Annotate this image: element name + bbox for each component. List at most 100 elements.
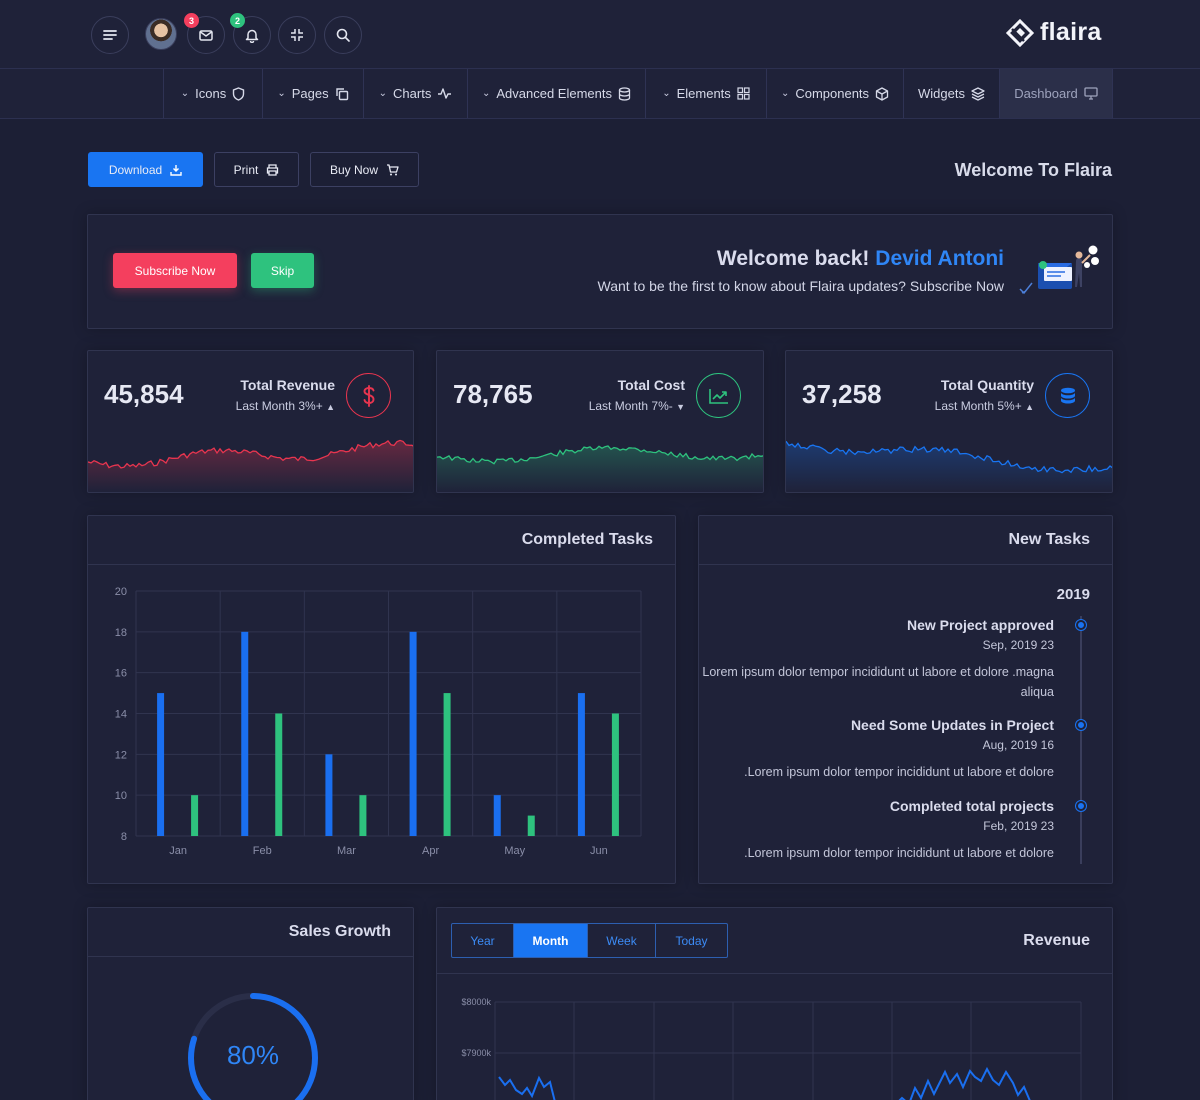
notifications-button[interactable]: 2 [230, 13, 271, 54]
print-label: Print [233, 162, 259, 177]
timeline-line [1080, 616, 1082, 864]
caret-down-icon: ▼ [676, 402, 685, 412]
page-title: Welcome To Flaira [954, 160, 1112, 180]
timeline-year: 2019 [1056, 586, 1090, 603]
nav-item-label: Advanced Elements [496, 86, 612, 101]
subscribe-button[interactable]: Subscribe Now [113, 253, 237, 288]
nav-item-label: Elements [676, 86, 731, 101]
bar[interactable] [527, 815, 535, 836]
stat-card-cost: 78,765 Total Cost Last Month 7%- ▼ [436, 350, 764, 493]
bar[interactable] [191, 795, 199, 836]
cart-icon [387, 163, 399, 175]
bar[interactable] [241, 631, 249, 836]
card-header: Year Month Week Today Revenue [437, 908, 1112, 974]
nav-item-icons[interactable]: ⌄ Icons [163, 69, 262, 118]
stat-card-revenue: 45,854 Total Revenue Last Month 3%+ ▲ [87, 350, 414, 493]
nav-item-dashboard[interactable]: Dashboard [999, 69, 1113, 118]
nav-item-widgets[interactable]: Widgets [903, 69, 999, 118]
minimize-icon [291, 29, 303, 41]
skip-button[interactable]: Skip [251, 253, 314, 288]
revenue-line-left [498, 1075, 556, 1100]
timeline-item-title: New Project approved [906, 617, 1054, 633]
grid-icon [737, 87, 750, 100]
download-icon [170, 164, 182, 176]
tab-today[interactable]: Today [675, 933, 708, 948]
printer-icon [267, 163, 279, 176]
layers-icon [971, 86, 985, 101]
bar[interactable] [611, 713, 619, 837]
bar[interactable] [157, 693, 165, 836]
y-tick-label: 12 [115, 749, 127, 761]
nav-item-pages[interactable]: ⌄ Pages [262, 69, 363, 118]
stat-icon-badge [1045, 373, 1090, 418]
bar[interactable] [275, 713, 283, 837]
buy-now-button[interactable]: Buy Now [310, 152, 419, 187]
bar[interactable] [325, 754, 333, 836]
chevron-down-icon: ⌄ [780, 88, 790, 99]
chevron-down-icon: ⌄ [662, 88, 671, 99]
stat-value: 45,854 [104, 379, 184, 409]
stat-subtitle: Last Month 3%+ ▲ [236, 399, 335, 413]
y-tick-label: 14 [115, 709, 127, 721]
timeline-item-date: Feb, 2019 23 [983, 819, 1054, 833]
bar[interactable] [443, 693, 451, 836]
timeline-item-date: Sep, 2019 23 [982, 638, 1054, 652]
y-tick-label: $8000k [461, 997, 491, 1007]
avatar[interactable] [145, 18, 177, 50]
revenue-card: Year Month Week Today Revenue $8000k $79… [436, 907, 1113, 1100]
x-tick-label: Feb [253, 845, 272, 857]
cost-sparkline [437, 445, 763, 492]
card-title: Completed Tasks [521, 531, 653, 548]
quantity-sparkline [786, 440, 1112, 492]
stat-subtitle-text: Last Month 7%- [588, 399, 673, 413]
bell-icon [245, 29, 259, 43]
bar[interactable] [493, 795, 501, 836]
card-header: Sales Growth [88, 908, 413, 957]
mail-button[interactable]: 3 [184, 13, 225, 54]
nav-item-elements[interactable]: ⌄ Elements [645, 69, 766, 118]
stat-subtitle-text: Last Month 3%+ [235, 399, 323, 413]
sales-growth-card: Sales Growth 80% [87, 907, 414, 1100]
tab-week[interactable]: Week [588, 924, 656, 957]
menu-toggle-button[interactable] [91, 16, 129, 54]
nav-item-components[interactable]: ⌄ Components [766, 69, 903, 118]
timeline-item[interactable]: Completed total projects Feb, 2019 23 [890, 798, 1054, 833]
welcome-heading: Welcome back! Devid Antoni [717, 247, 1004, 271]
brand-name: flaira [1040, 18, 1102, 46]
download-button[interactable]: Download [88, 152, 203, 187]
box-icon [875, 86, 889, 101]
timeline-item-text: .Lorem ipsum dolor tempor incididunt ut … [744, 765, 1054, 779]
brand-logo[interactable]: flaira [1006, 18, 1102, 47]
sales-growth-gauge [188, 993, 318, 1100]
timeline-item[interactable]: Need Some Updates in Project Aug, 2019 1… [851, 717, 1054, 752]
stat-title: Total Revenue [240, 377, 335, 393]
stat-value: 78,765 [453, 379, 533, 409]
card-header: Completed Tasks [88, 516, 675, 565]
shield-icon [233, 86, 245, 101]
nav-item-advanced-elements[interactable]: ⌄ Advanced Elements [467, 69, 645, 118]
x-tick-label: May [504, 845, 525, 857]
timeline-item-text: Lorem ipsum dolor tempor incididunt ut l… [702, 665, 1054, 699]
y-tick-label: 10 [115, 790, 127, 802]
timeline-item[interactable]: New Project approved Sep, 2019 23 [907, 617, 1054, 652]
chevron-down-icon: ⌄ [277, 88, 286, 99]
bar[interactable] [577, 693, 585, 836]
monitor-icon [1084, 87, 1098, 100]
search-button[interactable] [324, 16, 362, 54]
print-button[interactable]: Print [214, 152, 299, 187]
y-tick-label: 16 [115, 668, 127, 680]
nav-item-label: Widgets [918, 86, 965, 101]
timeline-dot [1076, 801, 1086, 811]
tab-year[interactable]: Year [452, 924, 514, 957]
stat-subtitle: Last Month 5%+ ▲ [935, 399, 1034, 413]
card-header: New Tasks [699, 516, 1112, 565]
y-tick-label: 18 [115, 627, 127, 639]
new-tasks-card: New Tasks 2019 New Project approved Sep,… [698, 515, 1113, 884]
y-tick-label: 8 [121, 831, 127, 843]
fullscreen-button[interactable] [278, 16, 316, 54]
stat-title: Total Cost [617, 377, 685, 393]
nav-item-charts[interactable]: ⌄ Charts [363, 69, 467, 118]
bar[interactable] [359, 795, 367, 836]
bar[interactable] [409, 631, 417, 836]
tab-month[interactable]: Month [514, 924, 588, 957]
